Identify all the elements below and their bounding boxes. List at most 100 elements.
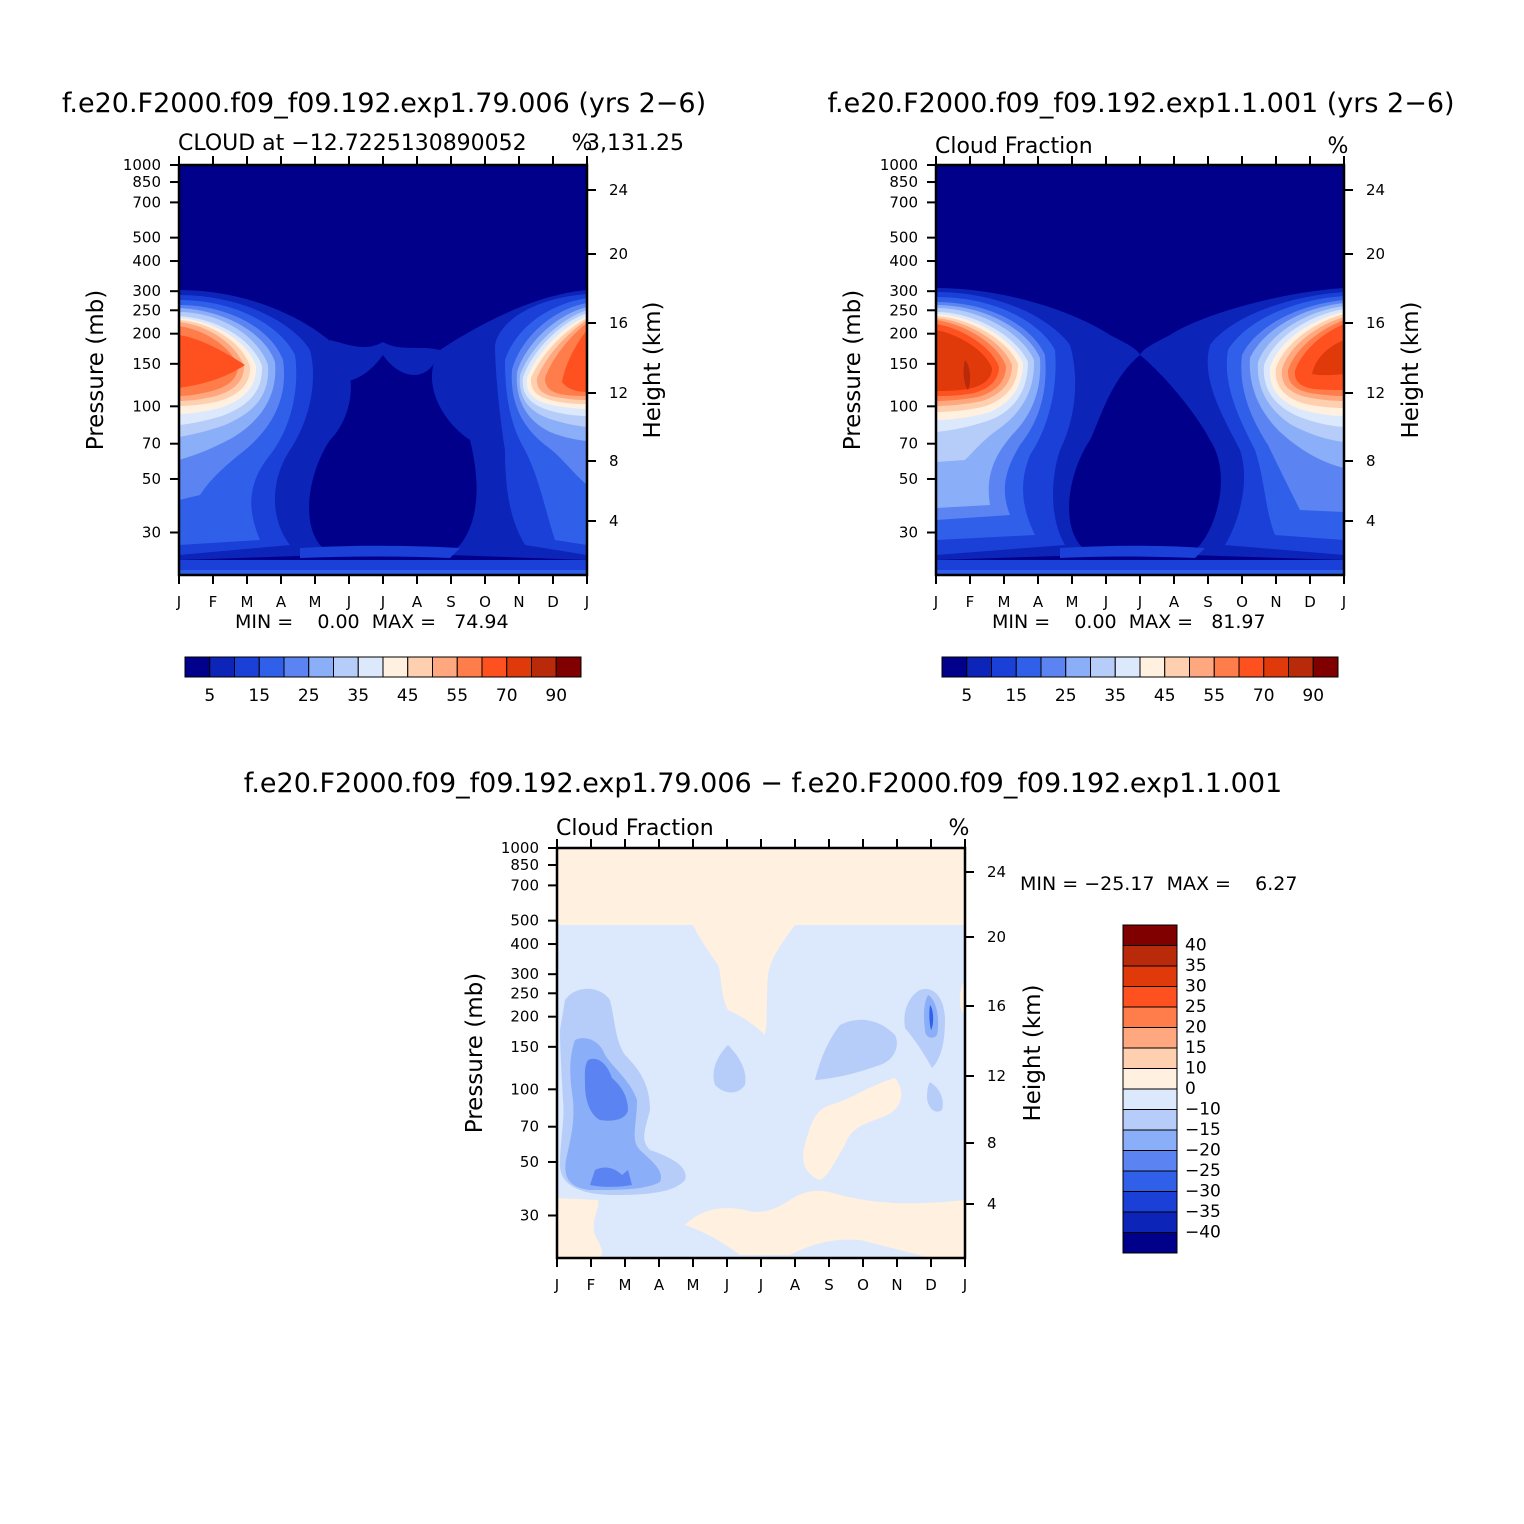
panel-3-plot-area xyxy=(555,846,967,1260)
panel-3-contour-neg-20-left-lower xyxy=(590,1167,632,1187)
panel-1-contour-bottom-2 xyxy=(179,570,587,575)
p1-xtick-label: J xyxy=(380,593,385,611)
p2-colorbar-box xyxy=(966,656,992,678)
panel-3-stats: MIN = −25.17 MAX = 6.27 xyxy=(1020,873,1297,895)
p1-ytick-label: 70 xyxy=(142,435,161,453)
p1-colorbar-label: 35 xyxy=(347,686,369,706)
panel-2-left-string: Cloud Fraction xyxy=(935,134,1093,159)
panel-3-contour-neg-15-mid xyxy=(713,1045,746,1093)
panel-3-contour-neg-15-right xyxy=(815,1019,897,1080)
p3-colorbar-box xyxy=(1122,1068,1178,1090)
p3-colorbar-label: −10 xyxy=(1185,1100,1221,1120)
panel-1-right-string: % xyxy=(572,131,593,156)
p2-ytick-label: 1000 xyxy=(880,156,918,174)
p3-colorbar-box xyxy=(1122,945,1178,967)
p2-ytick-label: 100 xyxy=(889,397,918,415)
panel-1: f.e20.F2000.f09_f09.192.exp1.79.006 (yrs… xyxy=(62,88,706,706)
p3-ytick-label: 150 xyxy=(510,1038,539,1056)
panel-1-stats: MIN = 0.00 MAX = 74.94 xyxy=(235,611,509,633)
p2-colorbar-box xyxy=(1015,656,1042,678)
p3-xtick-label: F xyxy=(587,1276,596,1294)
p3-colorbar-label: −30 xyxy=(1185,1182,1221,1202)
p3-colorbar-label: 15 xyxy=(1185,1038,1207,1058)
p1-colorbar-box xyxy=(432,656,458,678)
p2-ytick-label: 700 xyxy=(889,193,918,211)
panel-2-contour-left-90 xyxy=(963,360,971,390)
p1-ytick-label: 500 xyxy=(132,229,161,247)
p3-ytick-label: 200 xyxy=(510,1008,539,1026)
panel-3-contour-top-positive xyxy=(557,848,965,925)
p3-xtick-label: A xyxy=(790,1276,801,1294)
p2-xtick-label: A xyxy=(1169,593,1180,611)
p3-xtick-label: S xyxy=(824,1276,834,1294)
p1-colorbar-label: 15 xyxy=(248,686,270,706)
p2-colorbar-box xyxy=(1090,656,1116,678)
p1-colorbar-label: 25 xyxy=(298,686,320,706)
p3-colorbar-label: 0 xyxy=(1185,1079,1196,1099)
p2-colorbar-box xyxy=(1238,656,1265,678)
p1-xtick-label: J xyxy=(176,593,181,611)
panel-3-right-string: % xyxy=(949,816,970,841)
p1-colorbar-box xyxy=(184,656,211,678)
p1-yright-tick-label: 16 xyxy=(609,314,628,332)
p3-colorbar-box xyxy=(1122,965,1178,987)
panel-3-ylabel: Pressure (mb) xyxy=(462,973,488,1133)
p1-colorbar-box xyxy=(258,656,285,678)
p1-colorbar-label: 90 xyxy=(545,686,567,706)
p3-colorbar-box xyxy=(1122,1170,1178,1192)
p1-ytick-label: 30 xyxy=(142,524,161,542)
p1-xtick-label: O xyxy=(479,593,491,611)
p2-yright-tick-label: 4 xyxy=(1366,512,1376,530)
p3-colorbar-label: −40 xyxy=(1185,1223,1221,1243)
p3-colorbar-box xyxy=(1122,1027,1178,1049)
p1-xtick-label: S xyxy=(446,593,456,611)
panel-1-contour-right-70 xyxy=(562,330,587,392)
p3-xtick-label: D xyxy=(925,1276,937,1294)
p1-colorbar-box xyxy=(407,656,433,678)
p3-ytick-label: 400 xyxy=(510,935,539,953)
p3-colorbar-box xyxy=(1122,1129,1178,1151)
p3-ytick-label: 70 xyxy=(520,1118,539,1136)
p2-ytick-label: 500 xyxy=(889,229,918,247)
p1-ytick-label: 150 xyxy=(132,355,161,373)
panel-3-contour-neg-20-left xyxy=(584,1058,628,1121)
p3-yright-tick-label: 4 xyxy=(987,1195,997,1213)
p2-colorbar-label: 35 xyxy=(1104,686,1126,706)
panel-1-title: f.e20.F2000.f09_f09.192.exp1.79.006 (yrs… xyxy=(62,88,706,119)
p2-colorbar-box xyxy=(1213,656,1240,678)
p1-xtick-label: M xyxy=(309,593,322,611)
panel-1-y-right-axis: 24 20 16 12 8 4 xyxy=(587,181,628,530)
p1-yright-tick-label: 24 xyxy=(609,181,628,199)
p1-ytick-label: 1000 xyxy=(123,156,161,174)
p2-ytick-label: 300 xyxy=(889,282,918,300)
p3-colorbar-label: 40 xyxy=(1185,936,1207,956)
p1-xtick-label: J xyxy=(584,593,589,611)
p1-yright-tick-label: 4 xyxy=(609,512,619,530)
p1-xtick-label: M xyxy=(241,593,254,611)
p2-xtick-label: N xyxy=(1270,593,1281,611)
p3-colorbar-box xyxy=(1122,924,1178,946)
panel-1-contour-mid-band xyxy=(330,340,440,382)
panel-2-contour-surface-band xyxy=(1060,545,1205,558)
p3-xtick-label: J xyxy=(758,1276,763,1294)
p1-colorbar-box xyxy=(506,656,532,678)
p3-xtick-label: N xyxy=(891,1276,902,1294)
p1-ytick-label: 200 xyxy=(132,325,161,343)
p2-ytick-label: 30 xyxy=(899,524,918,542)
p2-colorbar-label: 55 xyxy=(1203,686,1225,706)
panel-3-contour-neg-25-dec xyxy=(929,1005,934,1030)
p1-colorbar-box xyxy=(481,656,508,678)
p3-ytick-label: 500 xyxy=(510,912,539,930)
p1-colorbar-label: 5 xyxy=(204,686,215,706)
p2-colorbar-label: 70 xyxy=(1253,686,1275,706)
panel-2-y-right-axis: 24 20 16 12 8 4 xyxy=(1344,181,1385,530)
panel-2-stats: MIN = 0.00 MAX = 81.97 xyxy=(992,611,1266,633)
p2-yright-tick-label: 12 xyxy=(1366,384,1385,402)
p1-colorbar-label: 55 xyxy=(446,686,468,706)
p3-ytick-label: 50 xyxy=(520,1153,539,1171)
p2-colorbar-box xyxy=(1189,656,1215,678)
